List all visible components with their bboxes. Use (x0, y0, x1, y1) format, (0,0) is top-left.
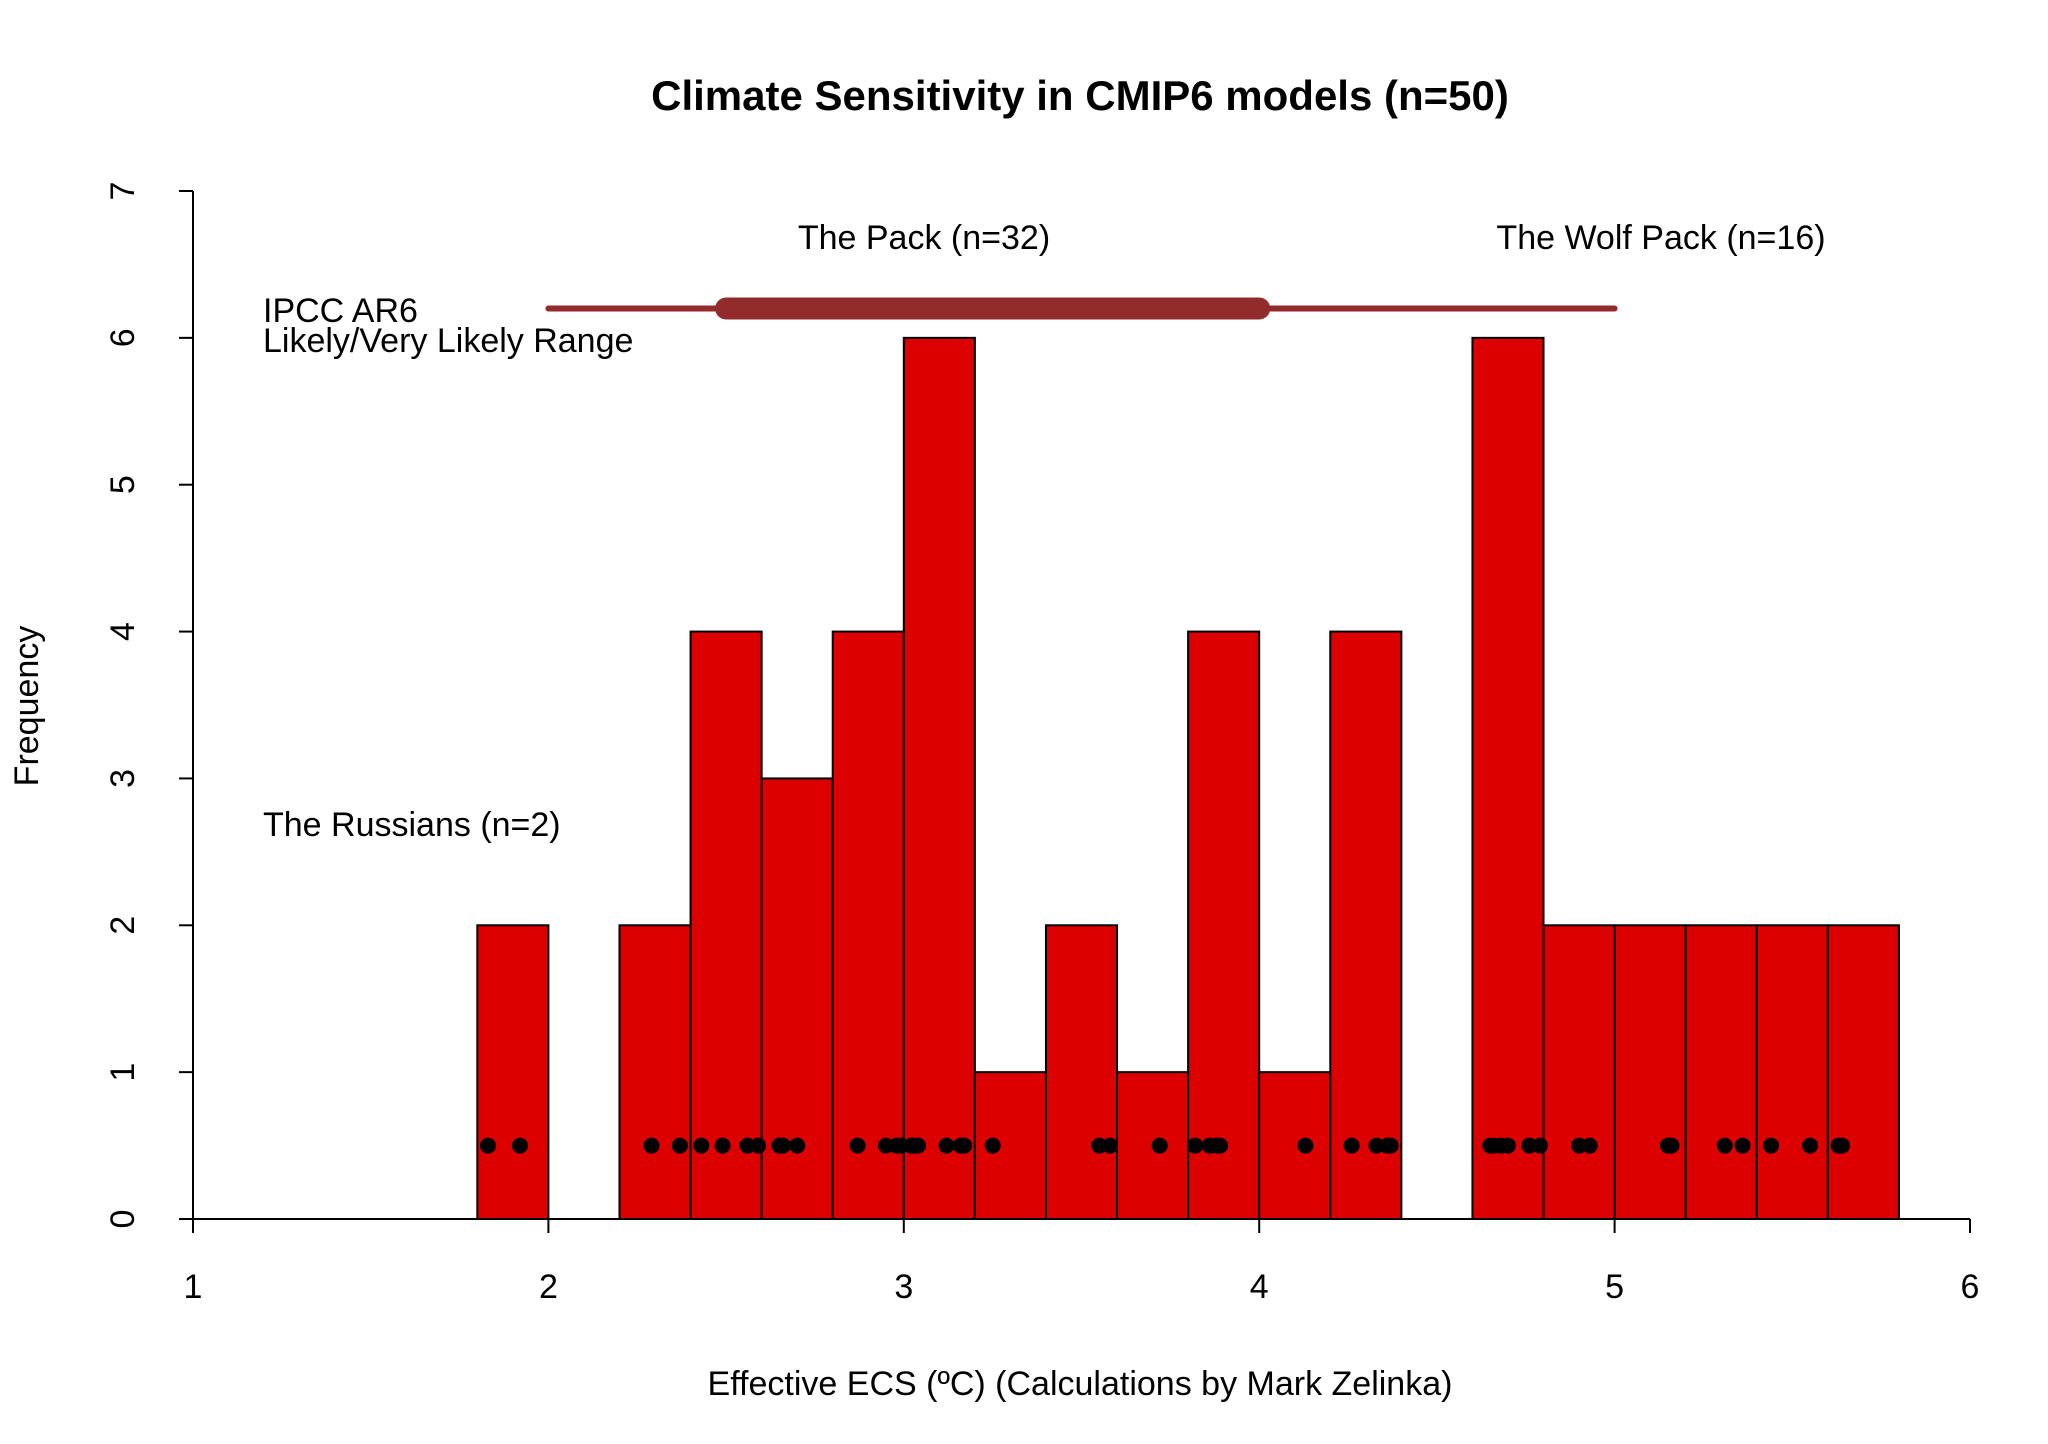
y-tick-label: 6 (104, 328, 142, 347)
x-tick-label: 3 (894, 1268, 913, 1306)
model-dot (1151, 1137, 1168, 1154)
x-tick-label: 1 (184, 1268, 203, 1306)
bar (1755, 924, 1829, 1220)
model-dot (910, 1137, 927, 1154)
y-tick-label: 0 (104, 1210, 142, 1229)
model-dot (789, 1137, 806, 1154)
model-dot (1187, 1137, 1204, 1154)
range-label: Likely/Very Likely Range (263, 322, 633, 360)
model-dot (1343, 1137, 1360, 1154)
bar (618, 924, 692, 1220)
model-dot (1716, 1137, 1733, 1154)
annotation: The Russians (n=2) (263, 806, 561, 844)
model-dot (1382, 1137, 1399, 1154)
annotation: The Pack (n=32) (798, 219, 1050, 257)
bar (476, 924, 550, 1220)
bar (902, 336, 976, 1221)
range-label: IPCC AR6 (263, 292, 418, 330)
model-dot (1212, 1137, 1229, 1154)
model-dot (643, 1137, 660, 1154)
model-dot (1802, 1137, 1819, 1154)
model-dot (714, 1137, 731, 1154)
bar (1258, 1071, 1332, 1220)
model-dot (1101, 1137, 1118, 1154)
y-tick-label: 2 (104, 916, 142, 935)
model-dot (693, 1137, 710, 1154)
bar (1044, 924, 1119, 1220)
bar (1684, 924, 1758, 1220)
bar (1826, 924, 1900, 1220)
model-dot (750, 1137, 767, 1154)
y-tick-label: 3 (104, 769, 142, 788)
model-dot (938, 1137, 955, 1154)
model-dot (774, 1137, 791, 1154)
model-dot (671, 1137, 688, 1154)
bar (1542, 924, 1616, 1220)
model-dot (479, 1137, 496, 1154)
model-dot (956, 1137, 973, 1154)
model-dot (1297, 1137, 1314, 1154)
x-tick-label: 5 (1605, 1268, 1624, 1306)
bar (1187, 630, 1261, 1220)
y-tick-label: 1 (104, 1063, 142, 1082)
model-dot (1834, 1137, 1851, 1154)
model-dot (1581, 1137, 1598, 1154)
y-tick-label: 5 (104, 475, 142, 494)
y-axis-label: Frequency (8, 626, 46, 787)
chart-title: Climate Sensitivity in CMIP6 models (n=5… (651, 72, 1509, 119)
x-tick-label: 4 (1250, 1268, 1269, 1306)
bar (1613, 924, 1687, 1220)
model-dot (1499, 1137, 1516, 1154)
model-dot (511, 1137, 528, 1154)
bar (689, 630, 763, 1220)
bar (831, 630, 905, 1220)
model-dot (984, 1137, 1001, 1154)
y-tick-label: 7 (104, 182, 142, 201)
y-tick-label: 4 (104, 622, 142, 641)
annotation: The Wolf Pack (n=16) (1496, 219, 1825, 257)
model-dot (1762, 1137, 1779, 1154)
x-tick-label: 6 (1961, 1268, 1980, 1306)
bar (1329, 630, 1403, 1220)
bar (1471, 336, 1545, 1221)
model-dot (1734, 1137, 1751, 1154)
x-tick-label: 2 (539, 1268, 558, 1306)
model-dot (1531, 1137, 1548, 1154)
x-axis-label: Effective ECS (ºC) (Calculations by Mark… (708, 1365, 1453, 1403)
model-dot (849, 1137, 866, 1154)
model-dot (1663, 1137, 1680, 1154)
